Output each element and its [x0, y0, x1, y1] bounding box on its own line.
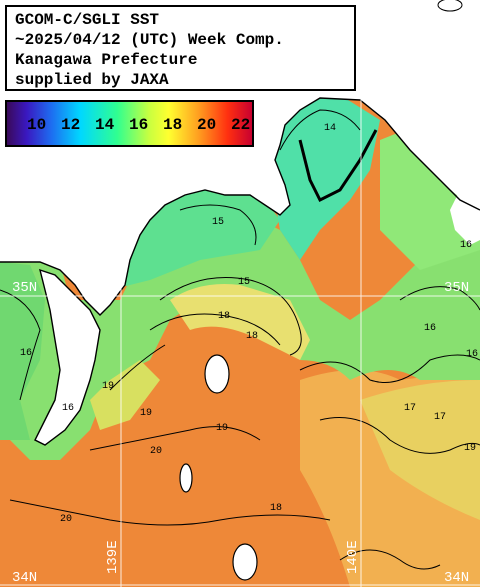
contour-label: 16	[62, 403, 74, 414]
contour-label: 17	[404, 403, 416, 414]
contour-label: 16	[460, 240, 472, 251]
contour-label: 16	[466, 349, 478, 360]
grid-label-140e: 140E	[345, 540, 361, 574]
color-scale: 10 12 14 16 18 20 22	[5, 100, 254, 147]
coastline-miura	[298, 129, 378, 203]
title-line-sensor: GCOM-C/SGLI SST	[15, 11, 160, 29]
contour-label: 19	[216, 423, 228, 434]
contour-label: 19	[464, 443, 476, 454]
contour-18-arc	[159, 277, 302, 356]
title-line-date: ~2025/04/12 (UTC) Week Comp.	[15, 31, 284, 49]
contour-20	[89, 426, 261, 451]
contour-label-group: 15 15 14 16 16 16 16 17 18 18 18 19 19 1…	[20, 123, 478, 525]
contour-label: 15	[238, 277, 250, 288]
island-oshima	[204, 354, 230, 394]
contour-label: 15	[212, 217, 224, 228]
scale-label: 20	[197, 116, 217, 134]
contour-south-east	[339, 549, 441, 570]
contour-16-west	[0, 289, 41, 401]
contour-label: 17	[434, 412, 446, 423]
contour-15	[179, 204, 257, 246]
contour-label: 20	[60, 514, 72, 525]
grid-label-group: 35N 35N 34N 34N 139E 140E	[12, 280, 469, 586]
scale-label: 22	[231, 116, 251, 134]
scale-label: 10	[27, 116, 47, 134]
contour-label: 16	[424, 323, 436, 334]
contour-label: 19	[140, 408, 152, 419]
island-ne	[437, 0, 463, 12]
title-line-region: Kanagawa Prefecture	[15, 51, 198, 69]
tokyo-bay	[270, 95, 380, 260]
grid-label-34n-right: 34N	[444, 570, 469, 586]
grid-label-35n-left: 35N	[12, 280, 37, 296]
contour-label: 16	[20, 348, 32, 359]
contour-label: 18	[270, 503, 282, 514]
coastline-main	[0, 97, 480, 316]
contour-18-east	[319, 417, 480, 454]
scale-label: 12	[61, 116, 81, 134]
sea-green-west	[0, 262, 45, 440]
contour-label: 20	[150, 446, 162, 457]
title-line-credit: supplied by JAXA	[15, 71, 169, 89]
grid-label-139e: 139E	[105, 540, 121, 574]
contour-20-south	[9, 499, 331, 526]
contours	[0, 109, 480, 570]
contour-14-bay	[279, 109, 361, 151]
transition-arc	[170, 284, 310, 360]
contour-label: 19	[102, 381, 114, 392]
grid-label-34n-left: 34N	[12, 570, 37, 586]
contour-label: 18	[218, 311, 230, 322]
scale-label: 14	[95, 116, 115, 134]
island-toshima	[179, 463, 193, 493]
contour-19-arc	[149, 313, 281, 346]
grid-label-35n-right: 35N	[444, 280, 469, 296]
transition-west	[90, 360, 160, 430]
coastline-izu	[34, 268, 101, 446]
title-box: GCOM-C/SGLI SST ~2025/04/12 (UTC) Week C…	[5, 5, 356, 91]
contour-label: 14	[324, 123, 336, 134]
land-boso	[450, 130, 480, 245]
contour-16-east	[399, 286, 480, 311]
scale-label: 18	[163, 116, 183, 134]
contour-17-east	[299, 354, 480, 383]
island-niijima	[232, 543, 258, 581]
color-scale-labels: 10 12 14 16 18 20 22	[27, 116, 265, 134]
scale-label: 16	[129, 116, 149, 134]
contour-19-west	[109, 344, 166, 391]
sea-band-light	[360, 380, 480, 520]
contour-label: 18	[246, 331, 258, 342]
